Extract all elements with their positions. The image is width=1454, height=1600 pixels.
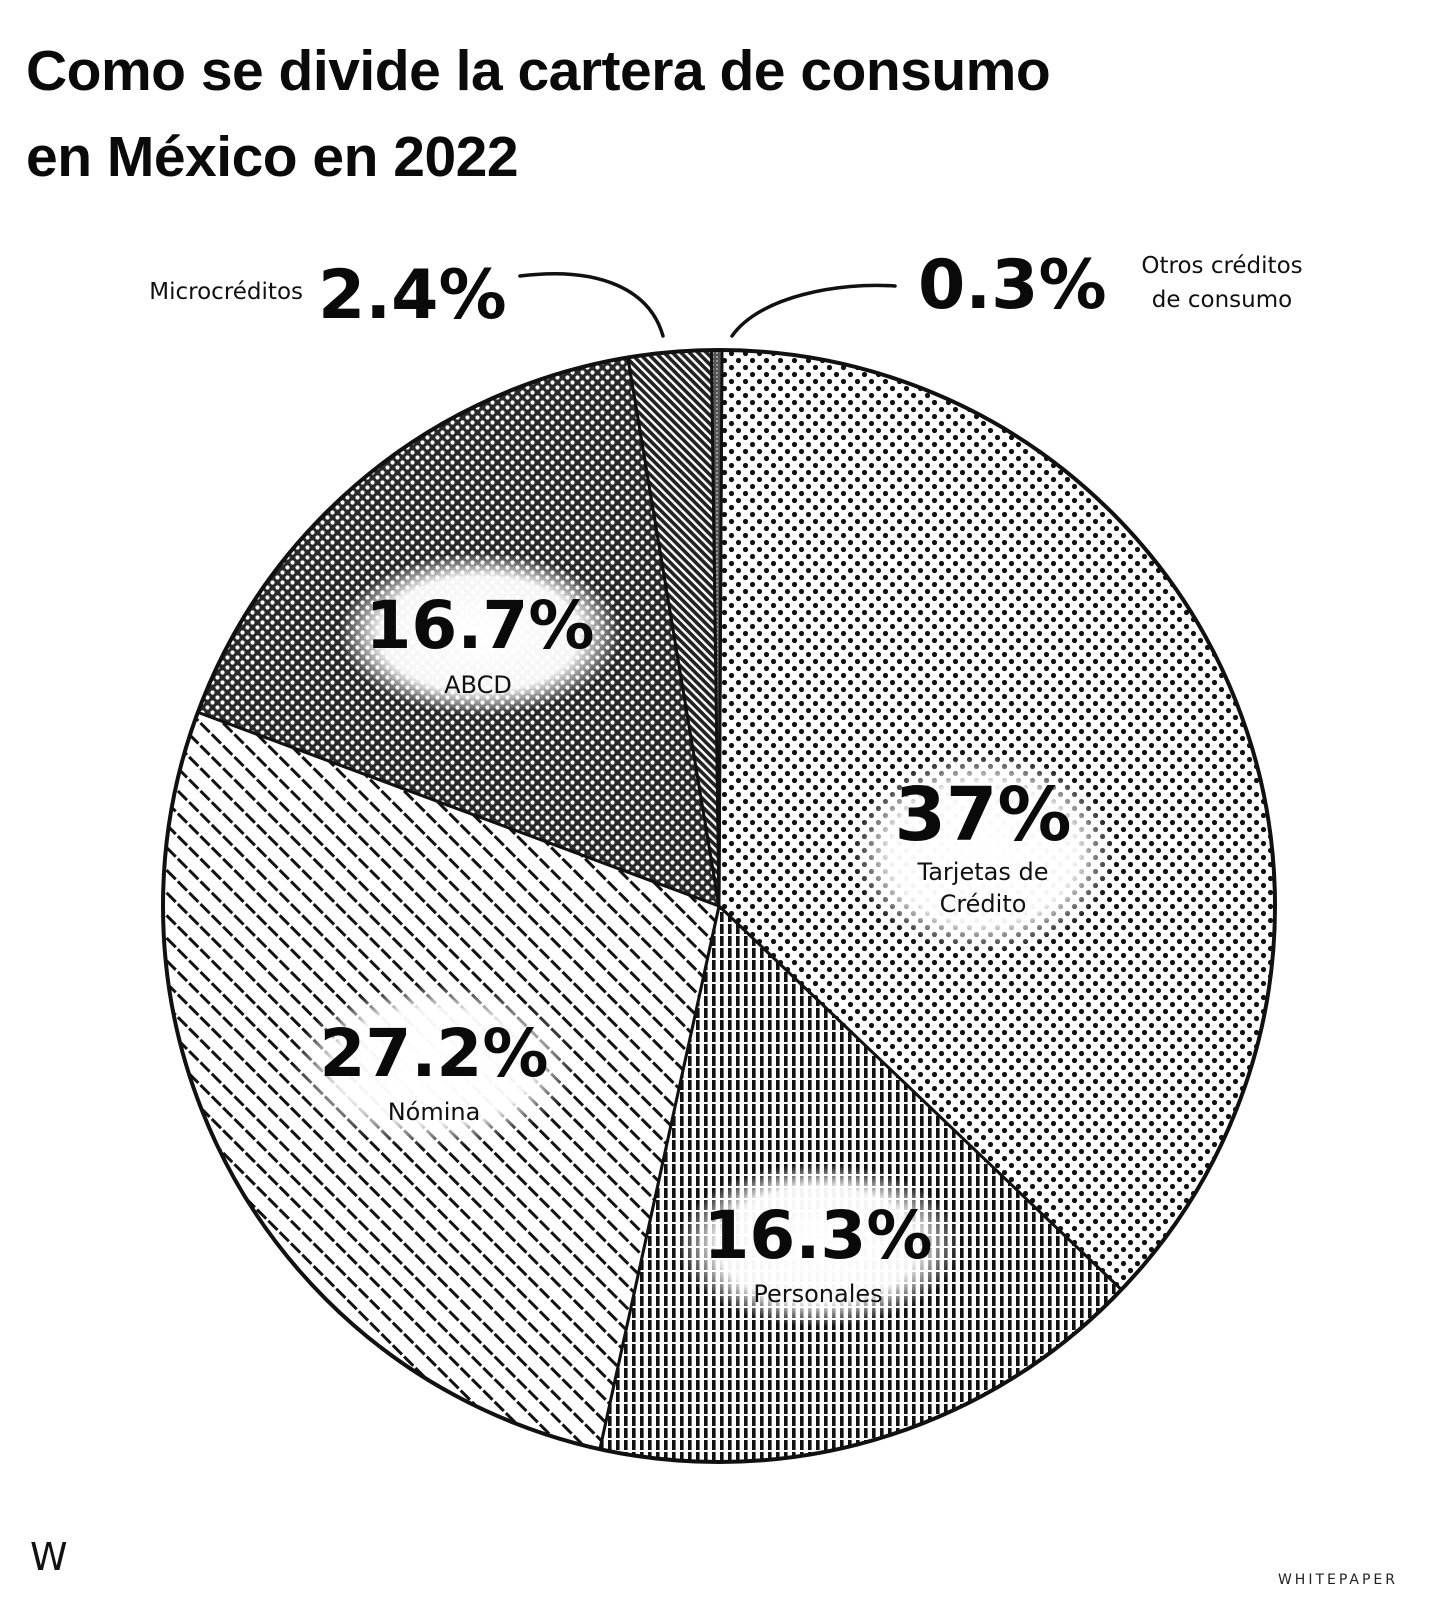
- category-label-otros-line-2: de consumo: [1152, 287, 1292, 313]
- label-halo: [338, 552, 622, 716]
- leader-line-microcreditos: [518, 272, 665, 338]
- category-label-microcreditos: Microcréditos: [149, 279, 303, 305]
- label-halo: [676, 1163, 960, 1327]
- category-label-nomina: Nómina: [388, 1098, 481, 1126]
- value-label-otros: 0.3%: [918, 246, 1107, 325]
- label-abcd: 16.7% ABCD: [338, 552, 622, 716]
- value-label-personales: 16.3%: [704, 1197, 933, 1274]
- label-halo: [292, 984, 576, 1148]
- category-label-tarjetas-line-2: Crédito: [940, 890, 1027, 918]
- label-tarjetas: 37% Tarjetas de Crédito: [851, 753, 1115, 953]
- brand-logo-mark: W: [30, 1535, 68, 1579]
- label-personales: 16.3% Personales: [676, 1163, 960, 1327]
- chart-title-line-1: Como se divide la cartera de consumo: [26, 39, 1051, 103]
- label-otros: 0.3% Otros créditos de consumo: [730, 246, 1303, 338]
- pie-outline: [161, 348, 1277, 1464]
- category-label-abcd: ABCD: [444, 671, 512, 699]
- category-label-otros-line-1: Otros créditos: [1141, 253, 1302, 279]
- value-label-abcd: 16.7%: [366, 587, 595, 664]
- brand-name: WHITEPAPER: [1277, 1572, 1398, 1588]
- leader-line-otros: [730, 283, 897, 338]
- label-halo: [851, 753, 1115, 953]
- category-label-tarjetas-line-1: Tarjetas de: [917, 858, 1049, 886]
- category-label-personales: Personales: [753, 1280, 882, 1308]
- value-label-tarjetas: 37%: [894, 772, 1071, 858]
- value-label-microcreditos: 2.4%: [318, 256, 507, 335]
- chart-title-line-2: en México en 2022: [26, 125, 519, 189]
- chart-title: Como se divide la cartera de consumo en …: [26, 28, 1226, 200]
- label-nomina: 27.2% Nómina: [292, 984, 576, 1148]
- label-microcreditos: Microcréditos 2.4%: [149, 256, 665, 338]
- value-label-nomina: 27.2%: [320, 1015, 549, 1092]
